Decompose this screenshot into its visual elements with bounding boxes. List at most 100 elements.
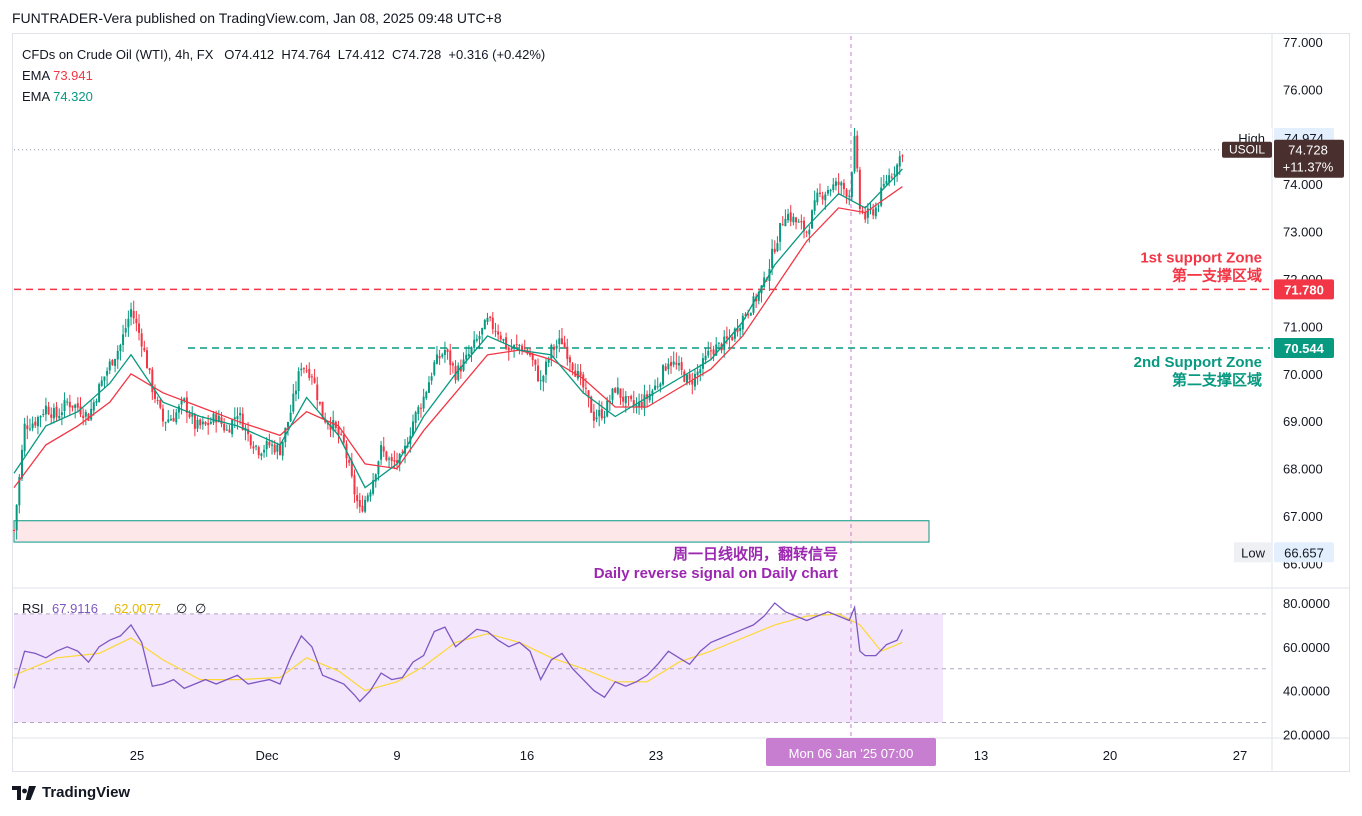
candle-body [441,354,444,357]
symbol-tag[interactable] [1222,141,1272,158]
candle-body [255,445,258,447]
candle-body [606,400,609,417]
candle-body [715,344,718,356]
close-label: C [392,47,402,62]
candle-body [752,296,755,313]
y-axis-tick: 67.000 [1283,509,1323,524]
candle-body [821,195,824,200]
y-axis-tick: 71.000 [1283,319,1323,334]
candle-body [401,452,404,454]
candle-body [361,505,364,512]
candle-body [417,407,420,415]
candle-body [76,403,79,408]
last-price-tag [1274,139,1344,178]
candle-body [183,398,186,401]
candle-body [481,328,484,335]
high-label: H [281,47,291,62]
y-axis-tick: 70.000 [1283,367,1323,382]
candle-body [560,338,563,345]
candle-body [537,365,540,381]
low-label: Low [1241,545,1265,560]
candle-body [826,190,829,194]
candle-body [566,346,569,360]
candle-body [220,417,223,425]
candle-body [795,217,798,223]
candle-body [419,407,422,409]
candle-body [510,348,513,350]
candle-body [103,376,106,381]
candle-body [616,387,619,394]
candle-body [366,495,369,501]
open-label: O [224,47,235,62]
legend-ema-fast-row[interactable]: EMA 73.941 [22,65,545,86]
symbol-label[interactable]: CFDs on Crude Oil (WTI), 4h, FX [22,47,214,62]
candle-body [286,421,289,428]
candle-body [805,231,808,233]
candle-body [800,220,803,223]
candle-body [175,412,178,423]
candle-body [396,460,399,463]
candle-body [193,414,196,429]
candle-body [281,441,284,456]
candle-body [787,213,790,221]
candle-body [279,444,281,455]
candle-body [824,194,827,201]
candle-body [707,350,710,356]
x-axis-tick: 27 [1233,748,1247,763]
candle-body [74,404,77,408]
candle-body [896,164,899,176]
candle-body [63,400,66,412]
candle-body [71,405,74,408]
candle-body [651,390,654,396]
candle-body [842,182,845,190]
candle-body [95,400,98,403]
candle-body [739,327,742,331]
rsi-extra-2: ∅ [195,601,206,616]
candle-body [888,175,891,183]
legend-ema-slow-row[interactable]: EMA 74.320 [22,86,545,107]
candle-body [893,173,896,176]
candle-body [382,446,385,452]
candle-body [388,458,391,460]
low-price-value: 66.657 [1284,545,1324,560]
candle-body [79,406,82,415]
candle-body [542,375,545,382]
candle-body [880,187,883,206]
candle-body [497,331,500,335]
tradingview-logo[interactable]: TradingView [12,784,130,801]
candle-body [712,349,715,355]
candle-body [132,310,135,319]
candle-body [901,155,904,157]
candle-body [837,181,840,185]
candle-body [66,401,69,403]
candle-body [465,354,468,360]
symbol-tag-label: USOIL [1229,143,1265,157]
annotation-en: Daily reverse signal on Daily chart [594,565,838,582]
candle-body [390,457,393,462]
candle-body [374,474,377,482]
candle-body [90,408,93,420]
legend-ohlc-row: CFDs on Crude Oil (WTI), 4h, FX O74.412 … [22,44,545,65]
candle-body [15,504,18,531]
candle-body [529,352,532,356]
candle-body [459,366,462,372]
candle-body [34,421,37,426]
candle-body [763,277,766,287]
candle-body [457,365,460,380]
candle-body [853,136,856,172]
candle-body [803,220,806,232]
candle-body [385,451,388,461]
candle-body [161,408,164,422]
candle-body [632,400,635,406]
candle-body [866,208,869,218]
candle-body [60,412,63,416]
candle-body [332,419,335,431]
candle-body [757,291,760,301]
low-label: L [337,47,346,62]
candle-body [624,396,627,404]
x-axis-tick: 9 [393,748,400,763]
candle-body [662,365,665,385]
candle-body [534,359,537,365]
candle-body [531,353,534,361]
